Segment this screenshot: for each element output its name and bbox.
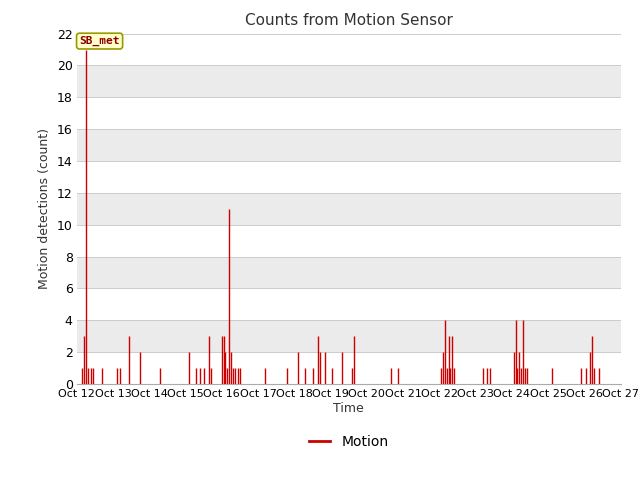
Bar (77, 161, 621, 193)
Text: SB_met: SB_met (79, 36, 120, 46)
X-axis label: Time: Time (333, 402, 364, 415)
Bar (77, 34, 621, 65)
Bar (77, 97, 621, 129)
Legend: Motion: Motion (304, 429, 394, 454)
Bar (77, 225, 621, 257)
Title: Counts from Motion Sensor: Counts from Motion Sensor (245, 13, 452, 28)
Y-axis label: Motion detections (count): Motion detections (count) (38, 128, 51, 289)
Bar (77, 288, 621, 320)
Bar (77, 352, 621, 384)
